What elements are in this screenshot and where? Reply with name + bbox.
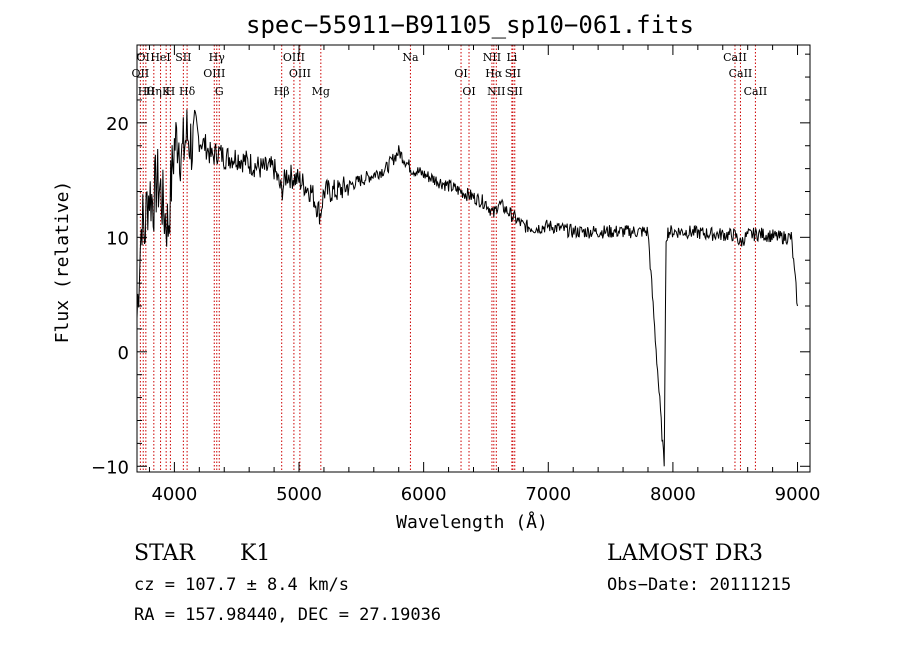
line-label-24: SII [507, 85, 523, 98]
y-axis-label: Flux (relative) [52, 181, 73, 344]
x-tick-label-5: 9000 [775, 484, 821, 505]
x-axis-label: Wavelength (Å) [396, 511, 548, 533]
line-label-16: Na [402, 51, 419, 64]
line-label-21: NII [487, 85, 505, 98]
obs-date: Obs−Date: 20111215 [607, 575, 791, 595]
chart-title: spec−55911−B91105_sp10−061.fits [246, 11, 694, 39]
line-label-12: Hβ [274, 85, 290, 98]
line-label-6: H [166, 85, 176, 98]
y-axis-ticks: −10 0 10 20 [91, 53, 810, 478]
line-label-5: K [162, 85, 171, 98]
line-label-15: Mg [312, 85, 330, 98]
x-tick-label-2: 6000 [401, 484, 447, 505]
line-label-1: OI [137, 51, 150, 64]
x-tick-label-3: 7000 [525, 484, 571, 505]
star-class: STAR [134, 541, 196, 566]
coordinates: RA = 157.98440, DEC = 27.19036 [134, 605, 441, 625]
line-label-26: CaII [729, 67, 753, 80]
cz-value: cz = 107.7 ± 8.4 km/s [134, 575, 349, 595]
line-label-9: OIII [203, 67, 225, 80]
x-tick-label-1: 5000 [276, 484, 322, 505]
line-label-23: SII [505, 67, 521, 80]
y-tick-label-1: 0 [118, 343, 129, 364]
star-subclass: K1 [240, 541, 270, 566]
x-axis-ticks: 4000 5000 6000 7000 8000 9000 [148, 45, 821, 505]
line-label-17: OI [454, 67, 467, 80]
y-tick-label-2: 10 [106, 228, 129, 249]
line-label-10: Hγ [209, 51, 226, 64]
line-label-4: HeI [150, 51, 170, 64]
line-label-20: Hα [485, 67, 503, 80]
flux-line [136, 109, 798, 467]
spectral-line-markers [139, 45, 756, 472]
y-tick-label-0: −10 [91, 457, 129, 478]
survey-name: LAMOST DR3 [607, 541, 763, 566]
line-label-19: NII [483, 51, 501, 64]
y-tick-label-3: 20 [106, 114, 129, 135]
line-label-0: OII [132, 67, 150, 80]
x-tick-label-0: 4000 [151, 484, 197, 505]
flux-series [136, 109, 798, 467]
line-label-3: Hη [146, 85, 162, 98]
line-label-14: OIII [289, 67, 311, 80]
line-label-2: Hθ [138, 85, 155, 98]
line-label-18: OI [462, 85, 475, 98]
line-label-13: OIII [283, 51, 305, 64]
line-label-11: G [215, 85, 224, 98]
line-label-8: Hδ [179, 85, 196, 98]
plot-frame [136, 44, 811, 473]
x-tick-label-4: 8000 [650, 484, 696, 505]
line-label-7: SII [175, 51, 191, 64]
line-label-22: Li [506, 51, 517, 64]
line-label-25: CaII [723, 51, 747, 64]
line-label-27: CaII [744, 85, 768, 98]
